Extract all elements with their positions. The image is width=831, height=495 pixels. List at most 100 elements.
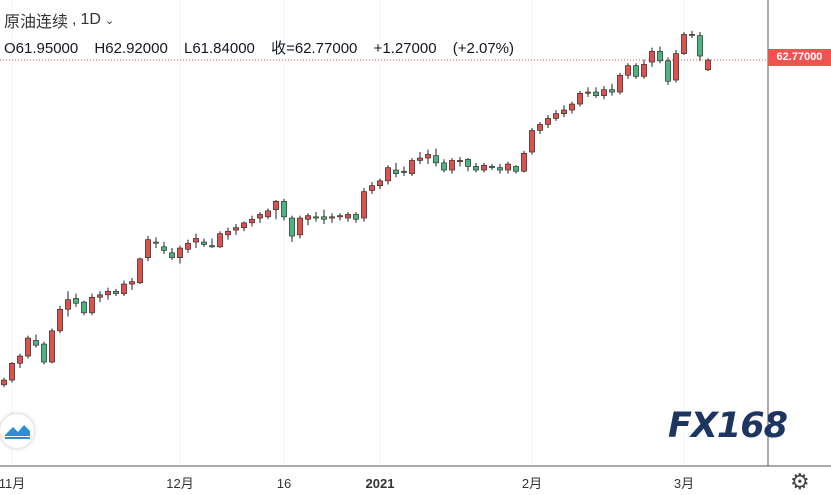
candle-body [409, 160, 415, 174]
candle-body [305, 215, 311, 220]
candle-body [289, 217, 295, 237]
candle-body [161, 246, 167, 251]
candle [449, 158, 455, 174]
candle-body [17, 355, 23, 364]
candle [137, 257, 143, 285]
candle [425, 149, 431, 165]
candle [441, 159, 447, 173]
candle [73, 293, 79, 307]
candle-body [553, 113, 559, 119]
candle-body [649, 50, 655, 63]
candle [297, 215, 303, 239]
symbol-name: 原油连续 [4, 14, 69, 31]
candle [169, 248, 175, 261]
candle [569, 101, 575, 114]
candle [665, 57, 671, 85]
candle-body [265, 210, 271, 218]
candle-body [577, 92, 583, 105]
candle [153, 237, 159, 249]
candle-body [505, 163, 511, 171]
candle-body [569, 103, 575, 111]
candle [513, 165, 519, 174]
close-value: 收=62.77000 [271, 40, 358, 57]
candle [401, 166, 407, 177]
open-value: O61.95000 [4, 40, 79, 57]
candle-body [105, 290, 111, 296]
grid [11, 0, 685, 466]
candle [89, 293, 95, 316]
candle [657, 46, 663, 64]
candle-body [489, 166, 495, 168]
low-value: L61.84000 [183, 40, 255, 57]
candle-body [129, 281, 135, 285]
candle [305, 213, 311, 226]
chevron-down-icon[interactable]: ⌄ [104, 14, 115, 27]
candle [57, 305, 63, 334]
candle-body [345, 214, 351, 219]
candle [417, 152, 423, 165]
candle [225, 227, 231, 240]
candle-body [201, 241, 207, 245]
candle [705, 58, 711, 72]
candle-body [89, 296, 95, 314]
candle [681, 32, 687, 55]
candle [41, 341, 47, 365]
candle [481, 162, 487, 173]
x-tick-label: 12月 [166, 476, 193, 491]
candle-body [641, 64, 647, 77]
candle [601, 86, 607, 100]
candle-body [49, 330, 55, 363]
candle-body [41, 343, 47, 363]
candle-body [337, 215, 343, 218]
candles [1, 30, 711, 388]
candle-body [145, 239, 151, 258]
candle [609, 83, 615, 96]
candle-body [297, 217, 303, 236]
candle [673, 50, 679, 83]
high-value: H62.92000 [94, 40, 168, 57]
candle [409, 158, 415, 177]
candle [265, 208, 271, 220]
candle [337, 213, 343, 221]
symbol-header[interactable]: 原油连续, 1D ⌄ [4, 8, 114, 32]
candle [625, 63, 631, 79]
candle-body [473, 166, 479, 171]
candle-body [417, 157, 423, 161]
candle-body [545, 118, 551, 125]
candle-body [65, 299, 71, 310]
candle [641, 59, 647, 79]
candle [377, 178, 383, 190]
candle-body [137, 258, 143, 284]
tradingview-logo-icon[interactable] [0, 414, 34, 448]
candle [433, 148, 439, 167]
candle [585, 87, 591, 97]
x-tick-label: 3月 [674, 476, 694, 491]
candle-body [353, 214, 359, 220]
candle [161, 242, 167, 255]
candle-body [601, 89, 607, 96]
candle [369, 182, 375, 195]
candle [321, 209, 327, 225]
candle-body [585, 91, 591, 94]
last-price-label: 62.77000 [768, 49, 831, 66]
gear-icon[interactable]: ⚙ [790, 469, 810, 494]
candle [233, 224, 239, 235]
candle-body [97, 294, 103, 298]
candle-body [529, 130, 535, 153]
candle-body [673, 53, 679, 81]
candle-body [657, 50, 663, 62]
candle [25, 335, 31, 359]
candle-body [449, 160, 455, 171]
candle [129, 278, 135, 291]
candle [177, 245, 183, 264]
candle-body [1, 379, 7, 386]
candle-body [169, 252, 175, 258]
candle-body [617, 74, 623, 93]
candle [537, 122, 543, 135]
candle-body [593, 91, 599, 96]
candle-body [9, 362, 15, 381]
candle [201, 238, 207, 247]
candle-body [393, 169, 399, 174]
candle-body [241, 222, 247, 228]
